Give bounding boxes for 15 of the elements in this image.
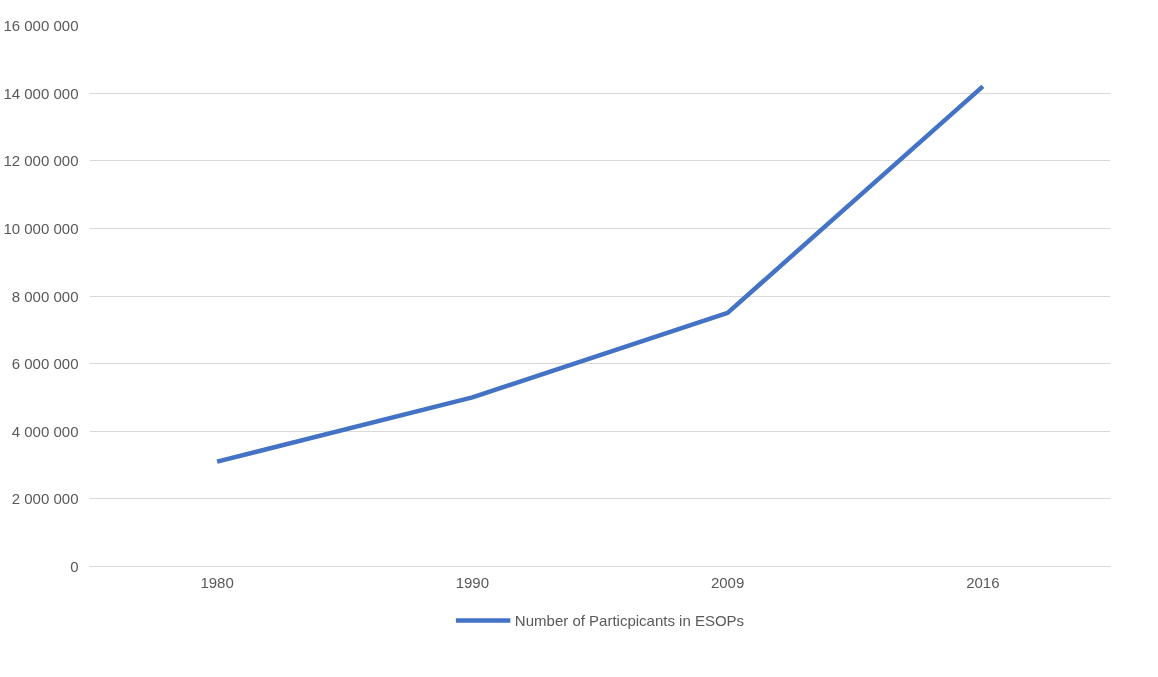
y-tick-label: 14 000 000: [3, 84, 79, 102]
y-tick-label: 16 000 000: [3, 17, 79, 34]
y-tick-label: 0: [70, 558, 79, 575]
y-tick-label: 4 000 000: [11, 422, 79, 440]
legend-label: Number of Particpicants in ESOPs: [514, 611, 745, 629]
x-tick-label: 1990: [455, 573, 490, 591]
y-tick-label: 10 000 000: [3, 219, 79, 237]
x-tick-label: 2009: [710, 573, 745, 591]
y-tick-label: 12 000 000: [3, 152, 79, 170]
y-tick-label: 2 000 000: [11, 490, 79, 508]
x-tick-label: 1980: [200, 573, 234, 591]
x-tick-label: 2016: [966, 573, 1000, 591]
line-series: [214, 84, 986, 464]
y-tick-label: 8 000 000: [11, 287, 79, 305]
y-tick-label: 6 000 000: [11, 355, 79, 373]
